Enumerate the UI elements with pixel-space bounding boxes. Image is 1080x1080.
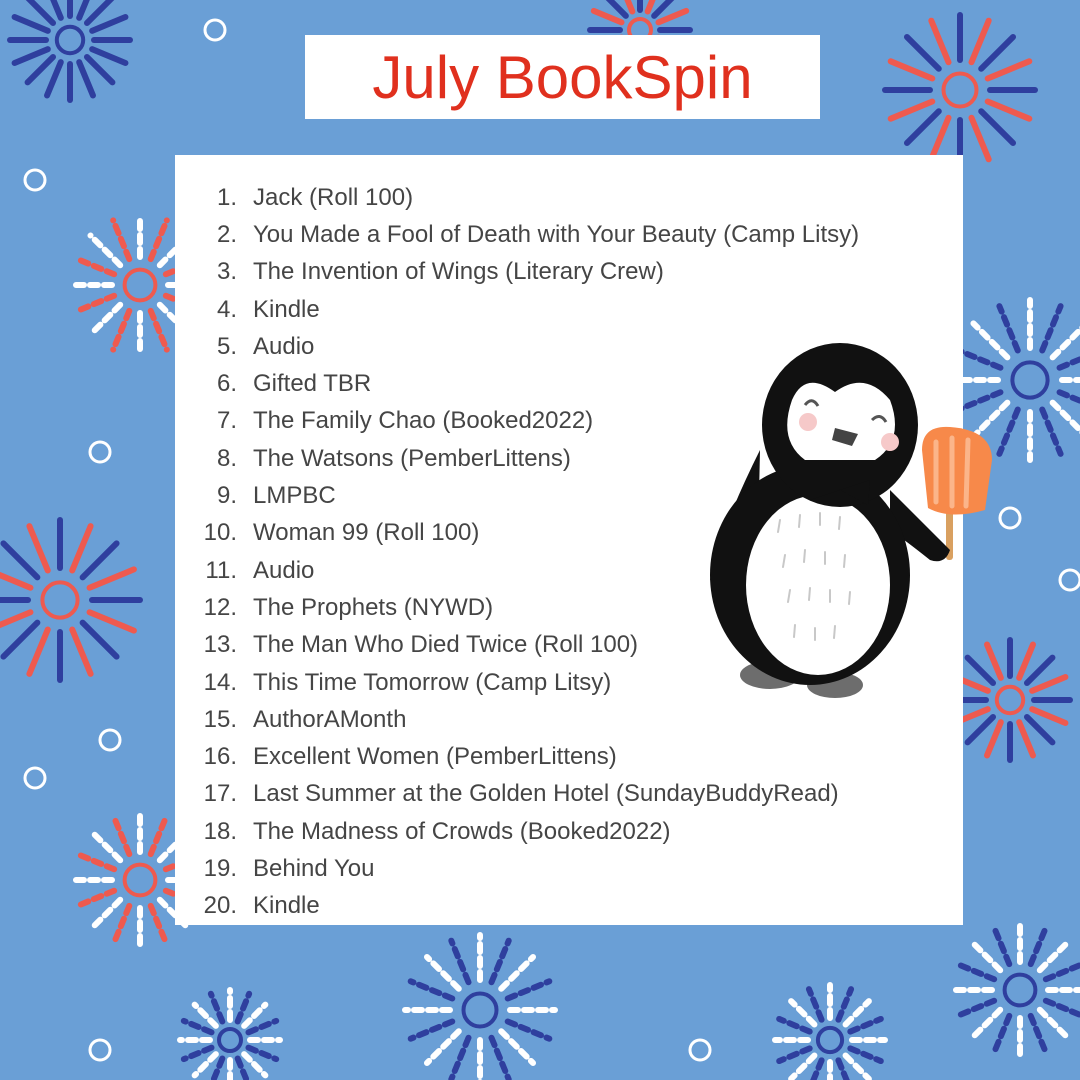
- list-item: 7. The Family Chao (Booked2022): [175, 403, 859, 440]
- firework-icon: [402, 932, 558, 1080]
- item-title: Audio: [253, 332, 315, 360]
- item-number: 9.: [216, 482, 237, 510]
- item-number: 1.: [216, 183, 237, 211]
- list-item: 6. Gifted TBR: [175, 365, 859, 402]
- ring-decoration: [998, 506, 1022, 530]
- list-item: 18. The Madness of Crowds (Booked2022): [175, 813, 859, 850]
- item-title: Woman 99 (Roll 100): [253, 519, 480, 547]
- item-number: 10.: [203, 519, 237, 547]
- firework-icon: [7, 0, 133, 103]
- item-title: Kindle: [253, 295, 320, 323]
- item-title: The Madness of Crowds (Booked2022): [253, 817, 671, 845]
- reading-list: 1. Jack (Roll 100) 2. You Made a Fool of De…: [175, 179, 860, 925]
- item-title: The Watsons (PemberLittens): [253, 444, 571, 472]
- item-title: LMPBC: [253, 482, 336, 510]
- item-title: The Invention of Wings (Literary Crew): [253, 258, 664, 286]
- item-title: You Made a Fool of Death with Your Beaut…: [253, 220, 860, 248]
- item-number: 6.: [216, 370, 237, 398]
- item-title: AuthorAMonth: [253, 705, 407, 733]
- list-item: 2. You Made a Fool of Death with Your Bea…: [175, 216, 859, 253]
- ring-decoration: [23, 168, 47, 192]
- item-number: 14.: [203, 668, 237, 696]
- list-item: 3. The Invention of Wings (Literary Crew): [175, 254, 859, 291]
- item-number: 7.: [216, 407, 237, 435]
- firework-icon: [772, 982, 888, 1080]
- item-number: 5.: [216, 332, 237, 360]
- item-number: 18.: [203, 817, 237, 845]
- item-title: The Prophets (NYWD): [253, 593, 494, 621]
- list-item: 13. The Man Who Died Twice (Roll 100): [175, 627, 859, 664]
- list-item: 11. Audio: [175, 552, 859, 589]
- firework-icon: [882, 12, 1038, 168]
- item-title: Last Summer at the Golden Hotel (SundayB…: [253, 780, 839, 808]
- list-item: 5. Audio: [175, 328, 859, 365]
- item-title: This Time Tomorrow (Camp Litsy): [253, 668, 612, 696]
- item-title: Gifted TBR: [253, 370, 372, 398]
- item-title: Kindle: [253, 892, 320, 920]
- page-title: July BookSpin: [372, 43, 753, 111]
- item-number: 19.: [203, 854, 237, 882]
- item-title: The Man Who Died Twice (Roll 100): [253, 631, 639, 659]
- item-number: 15.: [203, 705, 237, 733]
- ring-decoration: [88, 440, 112, 464]
- list-item: 1. Jack (Roll 100): [175, 179, 859, 216]
- item-number: 13.: [203, 631, 237, 659]
- ring-decoration: [98, 728, 122, 752]
- ring-decoration: [688, 1038, 712, 1062]
- firework-icon: [177, 987, 283, 1080]
- penguin-illustration: [710, 343, 992, 698]
- firework-icon: [947, 917, 1080, 1063]
- ring-decoration: [203, 18, 227, 42]
- list-item: 8. The Watsons (PemberLittens): [175, 440, 859, 477]
- item-number: 2.: [216, 220, 237, 248]
- popsicle-icon: [922, 426, 992, 560]
- item-number: 16.: [203, 743, 237, 771]
- item-number: 4.: [216, 295, 237, 323]
- list-item: 9. LMPBC: [175, 477, 859, 514]
- list-item: 15. AuthorAMonth: [175, 701, 859, 738]
- item-number: 3.: [216, 258, 237, 286]
- item-title: Jack (Roll 100): [253, 183, 414, 211]
- item-title: Behind You: [253, 854, 375, 882]
- firework-icon: [947, 297, 1080, 463]
- item-number: 12.: [203, 593, 237, 621]
- list-item: 14. This Time Tomorrow (Camp Litsy): [175, 664, 859, 701]
- item-title: Audio: [253, 556, 315, 584]
- list-item: 19. Behind You: [175, 850, 859, 887]
- item-number: 11.: [205, 556, 237, 584]
- ring-decoration: [1058, 568, 1080, 592]
- list-item: 17. Last Summer at the Golden Hotel (Sund…: [175, 776, 859, 813]
- item-number: 17.: [203, 780, 237, 808]
- ring-decoration: [23, 766, 47, 790]
- title-banner: July BookSpin: [305, 35, 820, 119]
- item-number: 20.: [203, 892, 237, 920]
- reading-list-card: 1. Jack (Roll 100) 2. You Made a Fool of De…: [175, 155, 963, 925]
- ring-decoration: [88, 1038, 112, 1062]
- firework-icon: [0, 517, 143, 683]
- item-title: The Family Chao (Booked2022): [253, 407, 594, 435]
- item-title: Excellent Women (PemberLittens): [253, 743, 617, 771]
- list-item: 16. Excellent Women (PemberLittens): [175, 738, 859, 775]
- list-item: 10. Woman 99 (Roll 100): [175, 515, 859, 552]
- list-item: 20. Kindle: [175, 888, 859, 925]
- list-item: 4. Kindle: [175, 291, 859, 328]
- list-item: 12. The Prophets (NYWD): [175, 589, 859, 626]
- item-number: 8.: [216, 444, 237, 472]
